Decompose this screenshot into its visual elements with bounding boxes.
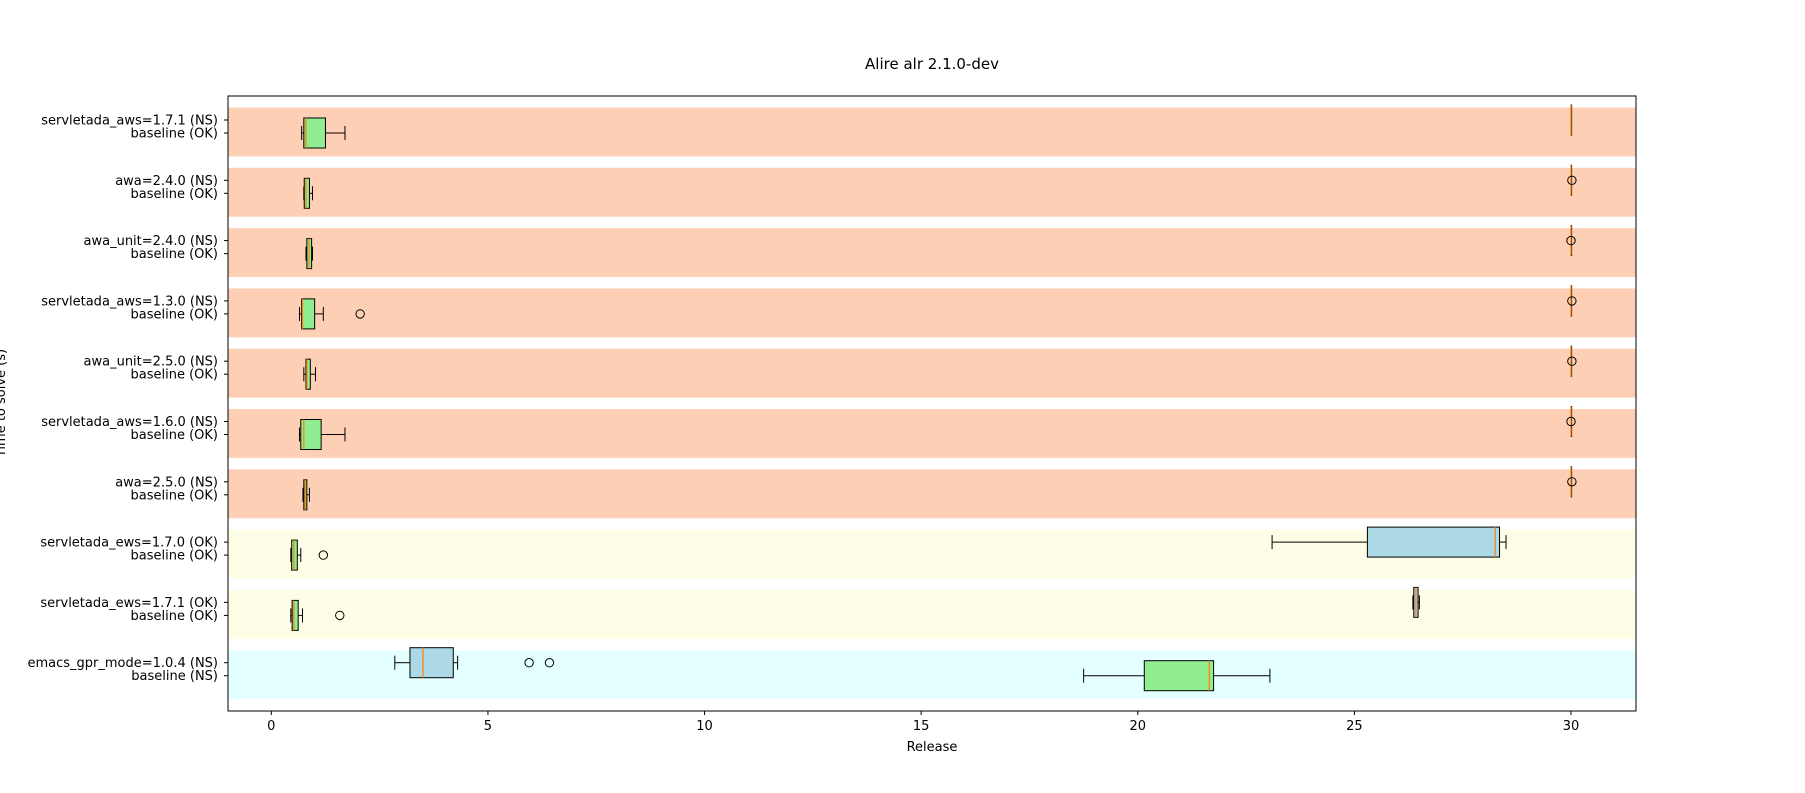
x-tick-label: 30 — [1563, 719, 1580, 734]
y-tick-baseline-label: baseline (OK) — [131, 549, 218, 564]
variant-box — [394, 647, 555, 679]
box-iqr — [305, 358, 311, 390]
box-iqr — [303, 117, 326, 149]
baseline-box — [303, 177, 313, 209]
y-tick-baseline-label: baseline (OK) — [131, 187, 218, 202]
y-tick-variant-label: servletada_aws=1.6.0 (NS) — [41, 415, 218, 430]
y-axis-label: Time to solve (s) — [0, 349, 9, 458]
y-tick-variant-label: servletada_aws=1.3.0 (NS) — [41, 294, 218, 309]
outlier-point — [1567, 296, 1577, 306]
chart-title: Alire alr 2.1.0-dev — [865, 55, 999, 73]
outlier-point — [1567, 356, 1577, 366]
variant-box — [1271, 526, 1507, 558]
variant-box — [1567, 285, 1577, 317]
y-tick-baseline-label: baseline (OK) — [131, 609, 218, 624]
baseline-box — [305, 238, 313, 270]
baseline-box — [290, 599, 345, 631]
box-iqr — [291, 599, 299, 631]
outlier-point — [524, 658, 534, 668]
row-band — [227, 589, 1637, 639]
variant-box — [1570, 104, 1573, 136]
x-tick-label: 10 — [696, 719, 713, 734]
row-band — [227, 469, 1637, 519]
variant-box — [1567, 466, 1577, 498]
box-iqr — [409, 647, 454, 679]
y-tick-variant-label: awa_unit=2.4.0 (NS) — [84, 234, 218, 249]
y-tick-variant-label: emacs_gpr_mode=1.0.4 (NS) — [28, 656, 219, 671]
x-tick-label: 0 — [267, 719, 275, 734]
y-tick-variant-label: awa=2.5.0 (NS) — [115, 475, 218, 490]
box-iqr — [291, 539, 298, 571]
outlier-point — [1566, 416, 1576, 427]
y-tick-baseline-label: baseline (OK) — [131, 127, 218, 142]
baseline-box — [290, 539, 329, 571]
row-band — [227, 650, 1637, 700]
baseline-box — [298, 298, 365, 330]
baseline-box — [301, 117, 346, 149]
box-iqr — [300, 419, 322, 450]
y-tick-baseline-label: baseline (OK) — [131, 428, 218, 443]
outlier-point — [1567, 477, 1577, 487]
x-tick-label: 20 — [1130, 719, 1147, 734]
x-tick-label: 25 — [1346, 719, 1363, 734]
outlier-point — [318, 550, 329, 560]
y-tick-baseline-label: baseline (OK) — [131, 307, 218, 322]
row-band — [227, 107, 1637, 157]
y-tick-variant-label: servletada_ews=1.7.0 (OK) — [40, 536, 218, 551]
row-band — [227, 167, 1637, 217]
y-tick-variant-label: servletada_ews=1.7.1 (OK) — [40, 596, 218, 611]
row-band — [227, 228, 1637, 278]
box-iqr — [301, 298, 316, 330]
variant-box — [1567, 345, 1577, 377]
outlier-point — [1566, 235, 1576, 246]
variant-box — [1566, 406, 1576, 437]
outlier-point — [335, 610, 345, 621]
row-band — [227, 409, 1637, 458]
y-tick-baseline-label: baseline (OK) — [131, 368, 218, 383]
outlier-point — [1567, 175, 1577, 186]
baseline-box — [302, 479, 310, 511]
y-tick-baseline-label: baseline (OK) — [131, 488, 218, 503]
y-tick-variant-label: awa_unit=2.5.0 (NS) — [84, 355, 218, 370]
box-iqr — [303, 177, 310, 209]
row-band — [227, 348, 1637, 398]
box-iqr — [1143, 660, 1215, 692]
variant-box — [1566, 225, 1576, 257]
box-series — [290, 104, 1577, 692]
outlier-point — [355, 309, 365, 319]
y-tick-variant-label: awa=2.4.0 (NS) — [115, 174, 218, 189]
x-tick-label: 5 — [484, 719, 492, 734]
variant-box — [1567, 164, 1577, 196]
row-bands — [227, 107, 1637, 700]
baseline-box — [303, 358, 317, 390]
x-axis-label: Release — [907, 740, 958, 755]
outlier-point — [544, 658, 555, 668]
y-tick-baseline-label: baseline (NS) — [131, 669, 218, 684]
baseline-box — [298, 419, 346, 450]
variant-box — [1412, 586, 1420, 618]
row-band — [227, 288, 1637, 338]
plot-frame — [227, 95, 1637, 712]
box-iqr — [1366, 526, 1501, 558]
x-axis-ticks: 0 5 10 15 20 25 30 — [267, 711, 1579, 734]
x-tick-label: 15 — [913, 719, 930, 734]
y-axis-ticks: servletada_aws=1.7.1 (NS)baseline (OK)aw… — [28, 114, 228, 684]
baseline-box — [1083, 660, 1271, 692]
y-tick-baseline-label: baseline (OK) — [131, 247, 218, 262]
y-tick-variant-label: servletada_aws=1.7.1 (NS) — [41, 114, 218, 129]
